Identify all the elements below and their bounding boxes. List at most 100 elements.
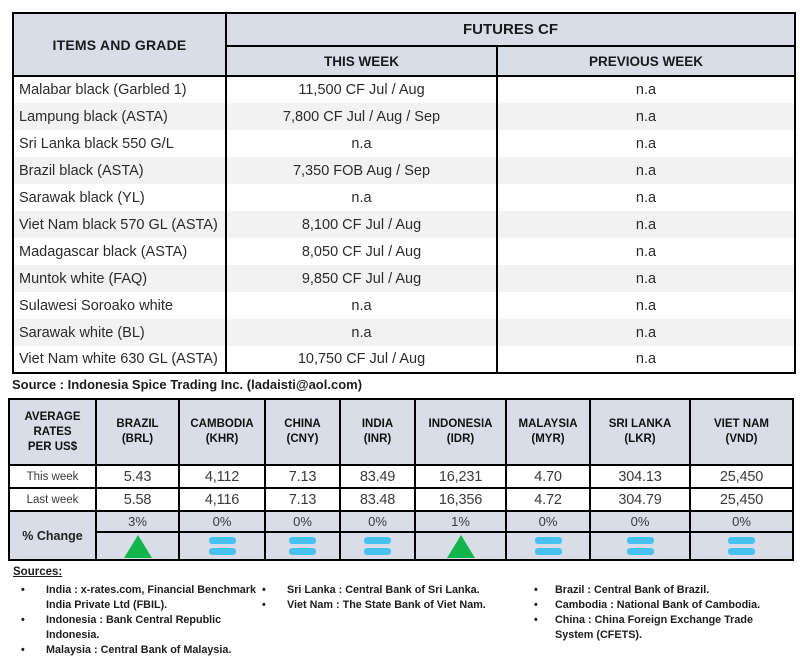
- rate-value: 4,112: [178, 464, 266, 489]
- rate-value: 25,450: [689, 487, 794, 512]
- column-header-brazil: BRAZIL (BRL): [95, 398, 180, 466]
- this-week-value: 7,350 FOB Aug / Sep: [225, 157, 498, 184]
- equals-icon: [364, 536, 391, 555]
- bullet-icon: •: [21, 614, 25, 626]
- rate-value: 5.43: [95, 464, 180, 489]
- list-item: • Cambodia : National Bank of Cambodia.: [534, 598, 786, 613]
- column-header-india: INDIA (INR): [339, 398, 416, 466]
- previous-week-value: n.a: [496, 265, 796, 292]
- previous-week-value: n.a: [496, 346, 796, 373]
- country-name: VIET NAM: [714, 418, 769, 430]
- rate-value: 16,231: [414, 464, 507, 489]
- average-rates-header: AVERAGE RATES PER US$: [8, 398, 97, 466]
- this-week-value: n.a: [225, 319, 498, 346]
- source-text: Sri Lanka : Central Bank of Sri Lanka.: [287, 584, 480, 596]
- country-name: MALAYSIA: [518, 418, 578, 430]
- source-text: Brazil : Central Bank of Brazil.: [555, 584, 710, 596]
- column-header-viet-nam: VIET NAM (VND): [689, 398, 794, 466]
- column-header-sri-lanka: SRI LANKA (LKR): [589, 398, 691, 466]
- previous-week-header: PREVIOUS WEEK: [496, 45, 796, 77]
- rate-value: 4.70: [505, 464, 591, 489]
- previous-week-value: n.a: [496, 319, 796, 346]
- this-week-value: 8,050 CF Jul / Aug: [225, 238, 498, 265]
- rate-value: 5.58: [95, 487, 180, 512]
- country-name: INDIA: [361, 418, 394, 430]
- table-row: Brazil black (ASTA) 7,350 FOB Aug / Sep …: [12, 157, 796, 184]
- pct-change-value: 3%: [95, 510, 180, 533]
- equals-icon: [728, 536, 755, 555]
- previous-week-value: n.a: [496, 76, 796, 103]
- country-name: SRI LANKA: [608, 418, 672, 430]
- bullet-icon: •: [534, 614, 538, 626]
- source-text: Indonesia : Bank Central Republic Indone…: [46, 614, 222, 641]
- row-label: This week: [8, 464, 97, 489]
- items-and-grade-header: ITEMS AND GRADE: [12, 12, 227, 77]
- rate-value: 7.13: [264, 487, 341, 512]
- this-week-value: 10,750 CF Jul / Aug: [225, 346, 498, 373]
- item-name: Sri Lanka black 550 G/L: [12, 130, 227, 157]
- trend-cell: [589, 531, 691, 561]
- trend-symbol-row: [9, 531, 794, 561]
- trend-cell: [689, 531, 794, 561]
- item-name: Sarawak black (YL): [12, 184, 227, 211]
- this-week-value: n.a: [225, 292, 498, 319]
- sources-column-2: • Sri Lanka : Central Bank of Sri Lanka.…: [262, 583, 512, 613]
- item-name: Viet Nam black 570 GL (ASTA): [12, 211, 227, 238]
- table-row: Viet Nam white 630 GL (ASTA) 10,750 CF J…: [12, 346, 796, 373]
- rate-value: 4,116: [178, 487, 266, 512]
- trend-cell: [264, 531, 341, 561]
- table-row: Lampung black (ASTA) 7,800 CF Jul / Aug …: [12, 103, 796, 130]
- bullet-icon: •: [262, 584, 266, 596]
- equals-icon: [534, 536, 562, 555]
- pct-change-row: % Change 3% 0% 0% 0% 1% 0% 0% 0%: [8, 510, 794, 561]
- previous-week-value: n.a: [496, 238, 796, 265]
- column-header-indonesia: INDONESIA (IDR): [414, 398, 507, 466]
- currency-code: (VND): [725, 433, 758, 445]
- country-name: CAMBODIA: [190, 418, 254, 430]
- previous-week-value: n.a: [496, 157, 796, 184]
- rate-value: 83.48: [339, 487, 416, 512]
- exchange-rates-table: AVERAGE RATES PER US$ BRAZIL (BRL) CAMBO…: [8, 398, 794, 561]
- item-name: Lampung black (ASTA): [12, 103, 227, 130]
- item-name: Brazil black (ASTA): [12, 157, 227, 184]
- table-row: Sri Lanka black 550 G/L n.a n.a: [12, 130, 796, 157]
- trend-cell: [339, 531, 416, 561]
- item-name: Sarawak white (BL): [12, 319, 227, 346]
- source-text: Viet Nam : The State Bank of Viet Nam.: [287, 599, 486, 611]
- item-name: Sulawesi Soroako white: [12, 292, 227, 319]
- table-row: Sulawesi Soroako white n.a n.a: [12, 292, 796, 319]
- trend-cell: [505, 531, 591, 561]
- pct-change-value: 1%: [414, 510, 507, 533]
- previous-week-value: n.a: [496, 184, 796, 211]
- bullet-icon: •: [21, 644, 25, 656]
- previous-week-value: n.a: [496, 103, 796, 130]
- source-text: Malaysia : Central Bank of Malaysia.: [46, 644, 232, 656]
- source-line: Source : Indonesia Spice Trading Inc. (l…: [12, 377, 363, 392]
- list-item: • Brazil : Central Bank of Brazil.: [534, 583, 786, 598]
- pct-change-value: 0%: [505, 510, 591, 533]
- futures-cf-header: FUTURES CF: [225, 12, 796, 47]
- table-row: Sarawak white (BL) n.a n.a: [12, 319, 796, 346]
- column-header-china: CHINA (CNY): [264, 398, 341, 466]
- trend-cell: [414, 531, 507, 561]
- currency-code: (LKR): [624, 433, 656, 445]
- bullet-icon: •: [21, 584, 25, 596]
- list-item: • India : x-rates.com, Financial Benchma…: [21, 583, 264, 613]
- bullet-icon: •: [534, 584, 538, 596]
- table-row: Viet Nam black 570 GL (ASTA) 8,100 CF Ju…: [12, 211, 796, 238]
- rate-value: 4.72: [505, 487, 591, 512]
- rate-value: 304.79: [589, 487, 691, 512]
- currency-code: (KHR): [205, 433, 239, 445]
- list-item: • Malaysia : Central Bank of Malaysia.: [21, 643, 264, 658]
- pct-change-value: 0%: [178, 510, 266, 533]
- country-name: CHINA: [284, 418, 321, 430]
- this-week-value: 9,850 CF Jul / Aug: [225, 265, 498, 292]
- item-name: Madagascar black (ASTA): [12, 238, 227, 265]
- pct-change-label: % Change: [8, 510, 97, 561]
- currency-code: (CNY): [286, 433, 319, 445]
- list-item: • Viet Nam : The State Bank of Viet Nam.: [262, 598, 512, 613]
- last-week-row: Last week 5.58 4,116 7.13 83.48 16,356 4…: [8, 487, 794, 512]
- rate-value: 7.13: [264, 464, 341, 489]
- equals-icon: [289, 536, 316, 555]
